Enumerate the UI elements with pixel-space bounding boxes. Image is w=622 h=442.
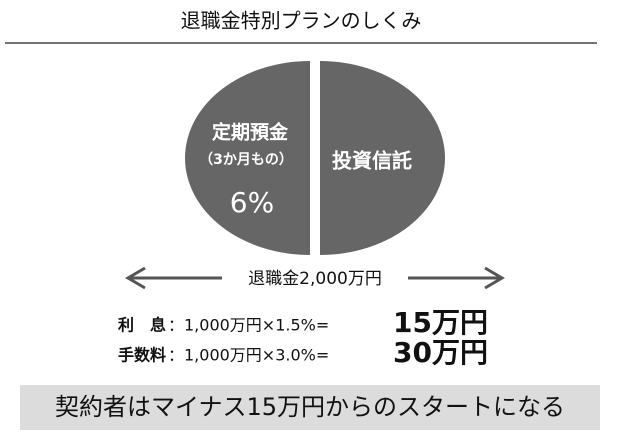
- left-label: 定期預金: [212, 121, 289, 144]
- row-result: 15万円: [393, 306, 488, 339]
- row-result: 30万円: [393, 336, 488, 369]
- left-rate: 6%: [230, 186, 274, 219]
- left-half: [185, 61, 310, 255]
- footer-bar: [20, 385, 600, 430]
- row-formula: ：1,000万円×1.5%=: [168, 316, 329, 335]
- right-label: 投資信託: [332, 149, 412, 173]
- arrow-label: 退職金2,000万円: [248, 269, 382, 289]
- row-label: 手数料: [118, 346, 166, 365]
- row-label: 利 息: [118, 316, 166, 335]
- row-formula: ：1,000万円×3.0%=: [168, 346, 329, 365]
- left-note: （3か月もの）: [199, 152, 293, 168]
- right-half: [320, 61, 445, 255]
- arrow-label-bg: [222, 266, 408, 290]
- title: 退職金特別プランのしくみ: [181, 9, 422, 33]
- footer-text: 契約者はマイナス15万円からのスタートになる: [55, 393, 565, 421]
- arrow-head: [125, 266, 146, 290]
- arrow: [125, 266, 505, 290]
- arrow-head: [484, 266, 505, 290]
